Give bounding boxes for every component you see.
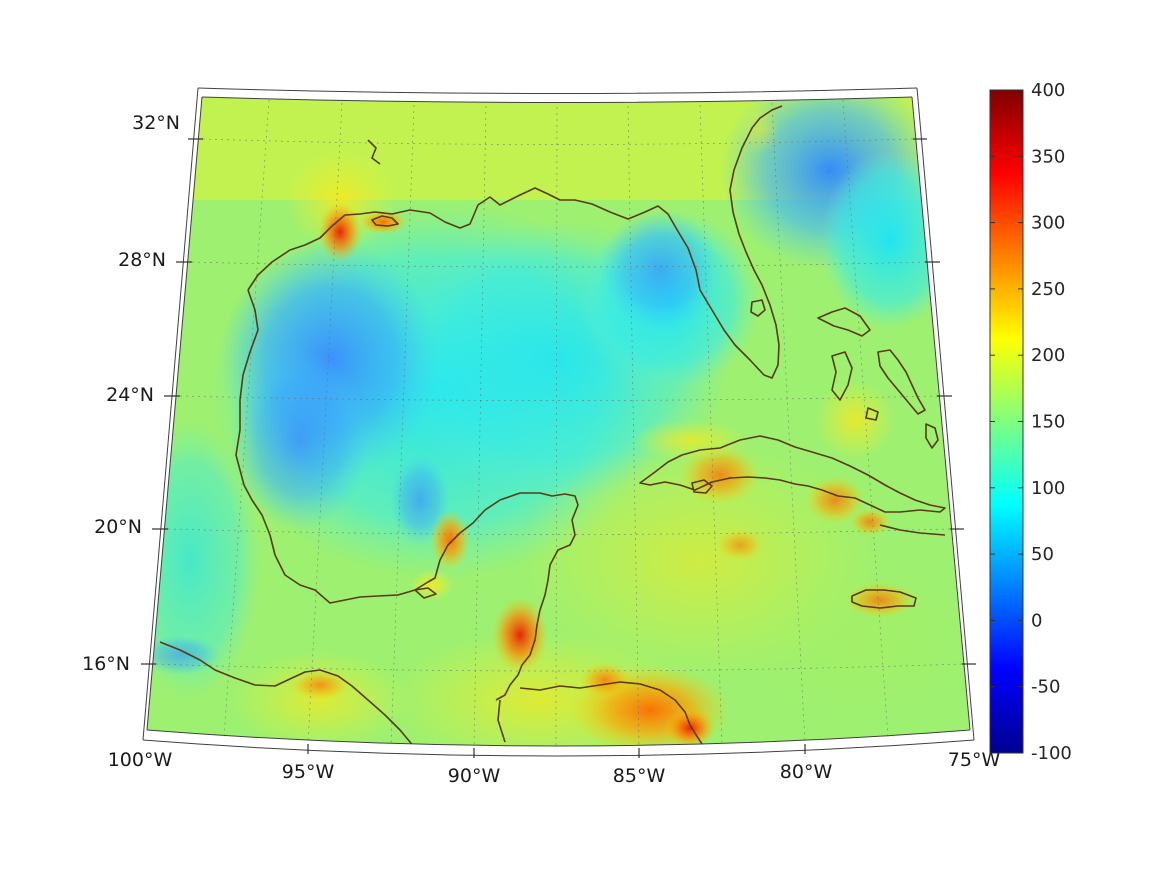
colorbar-tick-label: -100 bbox=[1031, 743, 1072, 764]
data-field bbox=[147, 97, 970, 746]
lat-tick-labels: 32°N 28°N 24°N 20°N 16°N bbox=[82, 112, 180, 675]
colorbar-tick-label: 400 bbox=[1031, 80, 1065, 101]
colorbar-tick-label: 350 bbox=[1031, 146, 1065, 167]
colorbar-tick-label: 50 bbox=[1031, 544, 1054, 565]
colorbar-tick-label: -50 bbox=[1031, 677, 1060, 698]
lon-label-95: 95°W bbox=[282, 761, 335, 783]
lon-label-80: 80°W bbox=[780, 761, 833, 783]
map-frame bbox=[142, 87, 975, 757]
lat-label-32: 32°N bbox=[132, 112, 180, 134]
colorbar: 400 350 300 250 200 150 100 50 0 -50 -100 bbox=[989, 80, 1072, 764]
coastlines bbox=[159, 105, 946, 746]
colorbar-tick-label: 250 bbox=[1031, 279, 1065, 300]
lon-label-100: 100°W bbox=[108, 749, 173, 771]
graticule bbox=[155, 99, 963, 750]
lat-label-20: 20°N bbox=[94, 516, 142, 538]
lat-label-16: 16°N bbox=[82, 653, 130, 675]
lat-label-24: 24°N bbox=[106, 384, 154, 406]
lon-tick-labels: 100°W 95°W 90°W 85°W 80°W 75°W bbox=[108, 749, 1001, 787]
colorbar-ticks: 400 350 300 250 200 150 100 50 0 -50 -100 bbox=[990, 80, 1072, 764]
lon-label-90: 90°W bbox=[448, 765, 501, 787]
colorbar-tick-label: 300 bbox=[1031, 213, 1065, 234]
lon-label-75: 75°W bbox=[948, 749, 1001, 771]
lat-label-28: 28°N bbox=[118, 249, 166, 271]
colorbar-tick-label: 150 bbox=[1031, 412, 1065, 433]
colorbar-tick-label: 200 bbox=[1031, 345, 1065, 366]
colorbar-tick-label: 0 bbox=[1031, 610, 1042, 631]
frame-ticks bbox=[141, 138, 976, 758]
colorbar-tick-label: 100 bbox=[1031, 478, 1065, 499]
lon-label-85: 85°W bbox=[613, 765, 666, 787]
